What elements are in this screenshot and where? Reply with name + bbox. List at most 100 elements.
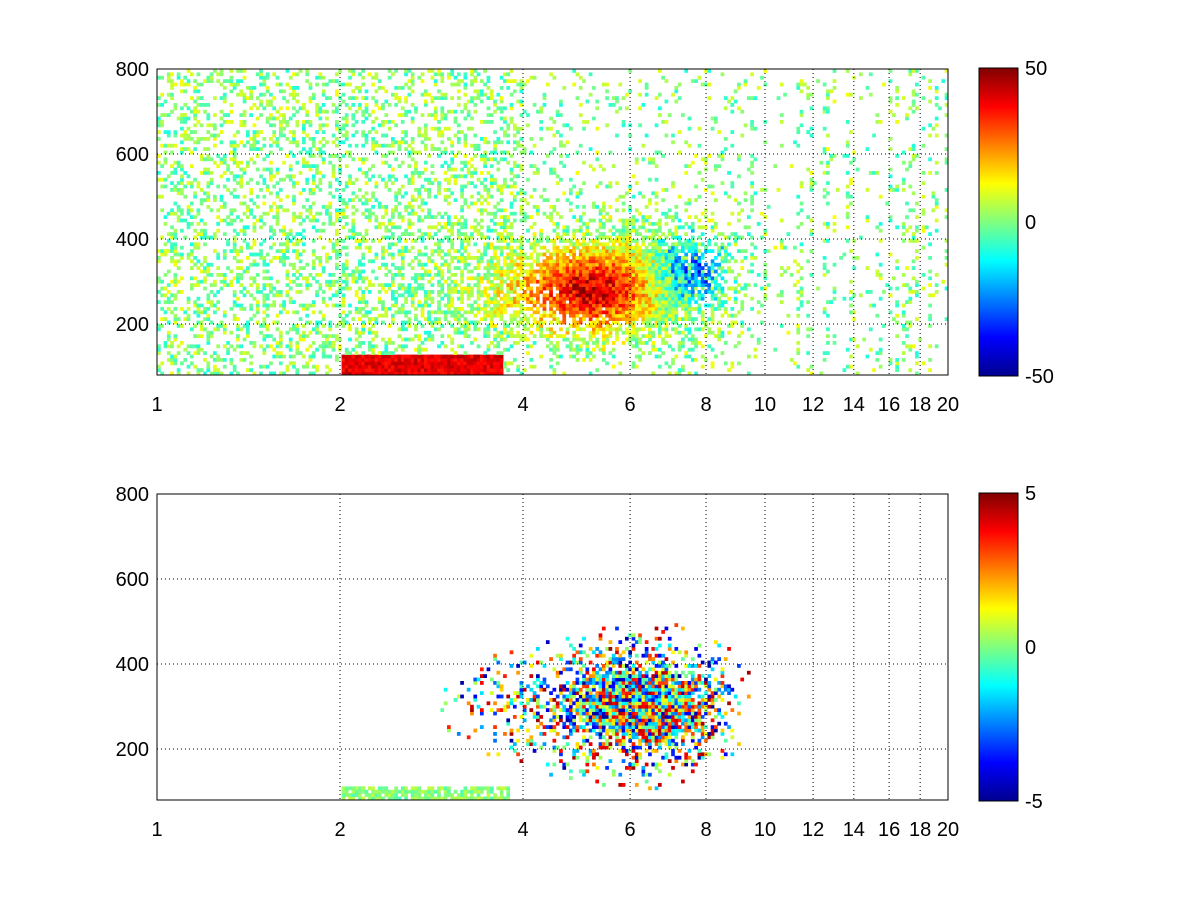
heatmap-cell: [272, 215, 277, 219]
heatmap-cell: [519, 242, 524, 247]
heatmap-cell: [288, 300, 293, 304]
heatmap-cell: [239, 181, 244, 185]
heatmap-cell: [209, 181, 214, 185]
heatmap-cell: [315, 147, 319, 151]
heatmap-cell: [460, 245, 464, 250]
heatmap-cell: [292, 279, 296, 284]
heatmap-cell: [400, 194, 405, 199]
heatmap-cell: [509, 106, 514, 111]
heatmap-cell: [572, 334, 576, 338]
heatmap-cell: [397, 164, 402, 168]
heatmap-cell: [361, 211, 366, 216]
heatmap-cell: [361, 130, 366, 134]
heatmap-cell: [450, 361, 455, 366]
heatmap-cell: [255, 300, 260, 304]
heatmap-cell: [440, 225, 445, 230]
heatmap-cell: [486, 276, 491, 281]
heatmap-cell: [265, 276, 270, 281]
heatmap-cell: [305, 198, 310, 202]
heatmap-cell: [374, 252, 379, 257]
heatmap-cell: [203, 235, 207, 240]
heatmap-cell: [512, 79, 517, 83]
heatmap-cell: [476, 249, 481, 253]
heatmap-cell: [236, 92, 240, 97]
heatmap-cell: [391, 211, 395, 216]
heatmap-cell: [351, 225, 356, 230]
heatmap-cell: [447, 177, 451, 182]
heatmap-cell: [371, 191, 375, 196]
heatmap-cell: [216, 368, 221, 372]
heatmap-cell: [311, 351, 316, 355]
heatmap-cell: [334, 120, 339, 124]
heatmap-cell: [371, 140, 375, 145]
heatmap-cell: [519, 150, 524, 155]
heatmap-cell: [526, 113, 530, 117]
heatmap-cell: [582, 242, 586, 247]
heatmap-cell: [545, 256, 550, 260]
heatmap-cell: [615, 266, 619, 270]
heatmap-cell: [470, 290, 474, 294]
heatmap-cell: [651, 252, 656, 257]
heatmap-cell: [315, 290, 319, 294]
heatmap-cell: [433, 96, 438, 100]
heatmap-cell: [387, 222, 392, 226]
heatmap-cell: [479, 208, 484, 213]
heatmap-cell: [516, 324, 520, 328]
heatmap-cell: [430, 361, 435, 366]
heatmap-cell: [400, 371, 405, 376]
heatmap-cell: [160, 113, 164, 117]
heatmap-cell: [585, 300, 590, 304]
heatmap-cell: [292, 262, 296, 267]
heatmap-cell: [275, 140, 280, 145]
heatmap-cell: [410, 174, 415, 179]
heatmap-cell: [644, 215, 649, 219]
heatmap-cell: [628, 184, 632, 189]
heatmap-cell: [608, 330, 613, 335]
heatmap-cell: [166, 130, 171, 134]
heatmap-cell: [236, 249, 240, 253]
heatmap-cell: [166, 300, 171, 304]
heatmap-cell: [592, 313, 596, 318]
heatmap-cell: [638, 347, 642, 352]
heatmap-cell: [499, 75, 504, 80]
heatmap-cell: [499, 279, 504, 284]
heatmap-cell: [361, 358, 366, 362]
heatmap-cell: [272, 106, 277, 111]
heatmap-cell: [364, 133, 369, 138]
heatmap-cell: [206, 317, 211, 321]
heatmap-cell: [506, 184, 511, 189]
heatmap-cell: [321, 351, 326, 355]
heatmap-cell: [549, 293, 553, 298]
heatmap-cell: [489, 354, 494, 359]
heatmap-cell: [176, 371, 181, 376]
heatmap-cell: [206, 341, 211, 345]
heatmap-cell: [648, 222, 652, 226]
heatmap-cell: [493, 354, 497, 359]
heatmap-cell: [203, 103, 207, 107]
heatmap-cell: [447, 126, 451, 131]
heatmap-cell: [213, 123, 217, 128]
heatmap-cell: [404, 313, 408, 318]
heatmap-cell: [598, 242, 603, 247]
heatmap-cell: [338, 252, 342, 257]
heatmap-cell: [499, 188, 504, 192]
heatmap-cell: [252, 123, 257, 128]
heatmap-cell: [592, 290, 596, 294]
heatmap-cell: [592, 218, 596, 223]
heatmap-cell: [203, 109, 207, 114]
heatmap-cell: [447, 283, 451, 287]
heatmap-cell: [621, 208, 626, 213]
heatmap-cell: [447, 354, 451, 359]
heatmap-cell: [641, 273, 646, 277]
heatmap-cell: [450, 232, 455, 236]
heatmap-cell: [641, 242, 646, 247]
heatmap-cell: [265, 86, 270, 90]
heatmap-cell: [601, 334, 606, 338]
heatmap-cell: [183, 113, 188, 117]
heatmap-cell: [305, 262, 310, 267]
heatmap-cell: [430, 300, 435, 304]
heatmap-cell: [358, 317, 362, 321]
heatmap-cell: [262, 143, 267, 148]
heatmap-cell: [344, 252, 349, 257]
heatmap-cell: [499, 126, 504, 131]
